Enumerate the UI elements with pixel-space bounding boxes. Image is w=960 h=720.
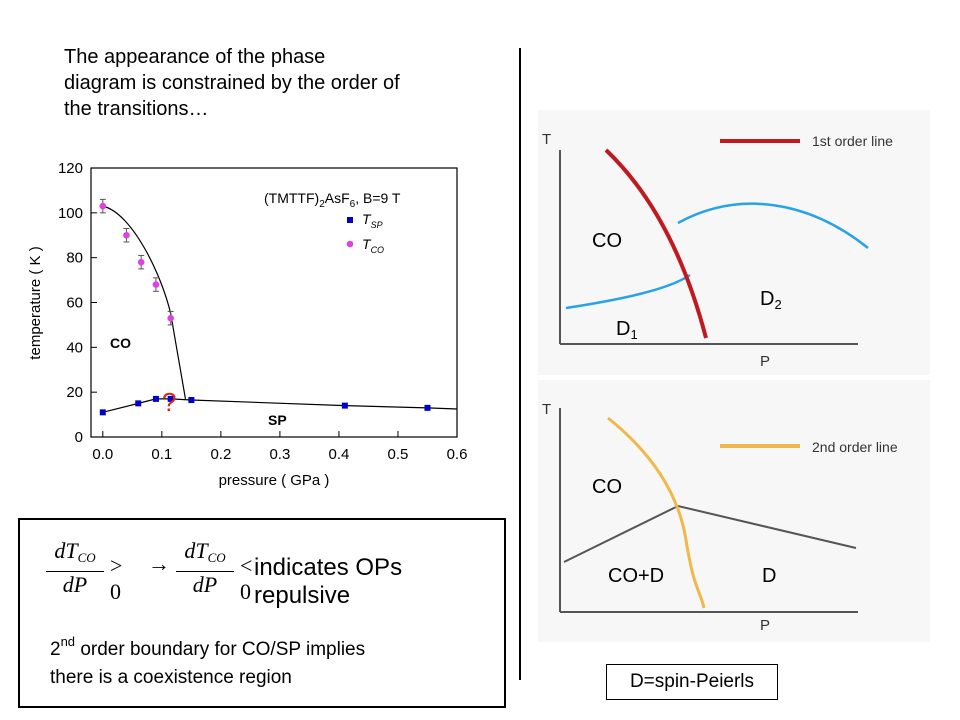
y-tick-label: 100 <box>58 205 83 222</box>
intro-line-1: The appearance of the phase <box>64 46 326 68</box>
d2-legend: 2nd order line <box>812 439 898 455</box>
co-point <box>167 314 174 322</box>
fraction-1: dTCO dP <box>46 538 104 598</box>
x-tick-label: 0.2 <box>210 446 231 463</box>
equation-text: indicates OPs repulsive <box>254 554 403 609</box>
d1-legend: 1st order line <box>812 133 893 149</box>
schematic-2-svg: T P 2nd order line <box>542 401 898 634</box>
x-tick-label: 0.0 <box>92 446 113 463</box>
y-tick-label: 120 <box>58 160 83 177</box>
d2-grey-lines <box>563 504 857 563</box>
d2-co-label: CO <box>592 476 622 498</box>
sp-point <box>188 397 195 404</box>
sp-point <box>152 395 159 402</box>
d1-co-label: CO <box>592 230 622 252</box>
note-2: 2 <box>50 639 61 660</box>
d2-cod-label: CO+D <box>608 565 665 587</box>
vertical-divider <box>519 48 521 680</box>
region-label-co: CO <box>110 335 131 351</box>
co-point <box>123 231 130 239</box>
legend-marker-co <box>346 240 354 248</box>
plot-frame <box>90 167 458 438</box>
spin-peierls-legend: D=spin-Peierls <box>606 664 778 700</box>
title-tail: , B=9 T <box>355 190 401 206</box>
title-pre: (TMTTF) <box>264 190 319 206</box>
question-mark: ? <box>162 387 176 417</box>
d1-blue-low <box>565 273 691 310</box>
co-fit-line <box>102 205 187 399</box>
co-point <box>99 202 107 210</box>
d1-d2-label: D2 <box>760 288 782 312</box>
sp-point <box>167 395 174 402</box>
chart-ticks <box>91 167 458 438</box>
y-tick-label: 80 <box>66 250 83 267</box>
note-nd: nd <box>60 634 76 649</box>
note-line1: order boundary for CO/SP implies <box>75 639 366 660</box>
sp-point <box>135 400 142 407</box>
legend-label-sp: TSP <box>362 211 383 230</box>
eq-gt: > 0 <box>110 553 123 604</box>
y-tick-label: 60 <box>66 295 83 312</box>
x-tick-label: 0.3 <box>269 446 290 463</box>
d1-red-line <box>604 148 708 339</box>
frac1-sub: CO <box>77 550 96 565</box>
schematic-first-order: T P 1st order line CO D2 D1 <box>538 110 930 375</box>
chart-svg: 0.0 0.1 0.2 0.3 0.4 0.5 0.6 0 20 40 60 80 100 120 (TM… <box>27 160 467 489</box>
d1-blue-high <box>677 202 869 249</box>
y-tick-label: 0 <box>75 429 83 446</box>
d2-p-axis: P <box>760 617 770 634</box>
y-tick-label: 20 <box>66 384 83 401</box>
schematic-second-order: T P 2nd order line CO CO+D D <box>538 380 930 642</box>
d1-t-axis: T <box>542 131 551 148</box>
eq-lt: < 0 <box>240 553 253 604</box>
d1-d1-label: D1 <box>616 318 638 342</box>
title-post: AsF <box>325 190 350 206</box>
schematic-1-svg: T P 1st order line <box>542 131 893 370</box>
d1-p-axis: P <box>760 353 770 370</box>
frac1-num: dT <box>54 538 78 563</box>
x-tick-label: 0.1 <box>151 446 172 463</box>
frac1-den: dP <box>62 572 88 597</box>
coexistence-note: 2nd order boundary for CO/SP implies the… <box>50 628 365 692</box>
intro-line-3: the transitions… <box>64 98 209 120</box>
sp-point <box>424 404 431 411</box>
legend-label-co: TCO <box>362 236 384 255</box>
co-point <box>137 258 145 266</box>
title-sub: 2 <box>319 199 325 210</box>
chart-marks <box>99 198 431 416</box>
intro-line-2: diagram is constrained by the order of <box>64 72 400 94</box>
fraction-2: dTCO dP <box>176 538 234 598</box>
title-sub2: 6 <box>350 199 356 210</box>
x-axis-label: pressure ( GPa ) <box>219 472 330 489</box>
sp-point <box>99 409 106 416</box>
chart-tick-labels: 0.0 0.1 0.2 0.3 0.4 0.5 0.6 0 20 40 60 80 100 120 <box>58 160 467 463</box>
note-line2: there is a coexistence region <box>50 667 292 688</box>
frac2-num: dT <box>184 538 208 563</box>
sp-point <box>341 402 348 409</box>
x-tick-label: 0.6 <box>447 446 468 463</box>
x-tick-label: 0.4 <box>329 446 350 463</box>
co-point <box>152 281 160 288</box>
d2-t-axis: T <box>542 401 551 418</box>
y-axis-label: temperature ( K ) <box>27 246 44 359</box>
chart-title: (TMTTF)2AsF6, B=9 T <box>264 190 401 210</box>
region-label-sp: SP <box>268 412 287 428</box>
intro-text: The appearance of the phase diagram is c… <box>64 44 484 122</box>
eq-arrow: → <box>148 551 170 576</box>
frac2-den: dP <box>192 572 218 597</box>
d2-d-label: D <box>762 565 777 587</box>
legend-marker-sp <box>347 217 353 223</box>
equation-box: dTCO dP > 0 → dTCO dP < 0 indicates OPs … <box>18 518 506 708</box>
x-tick-label: 0.5 <box>388 446 409 463</box>
d2-yellow-line <box>607 416 706 609</box>
frac2-sub: CO <box>207 550 226 565</box>
y-tick-label: 40 <box>66 339 83 356</box>
phase-diagram-chart: 0.0 0.1 0.2 0.3 0.4 0.5 0.6 0 20 40 60 80 100 120 (TM… <box>20 140 480 510</box>
